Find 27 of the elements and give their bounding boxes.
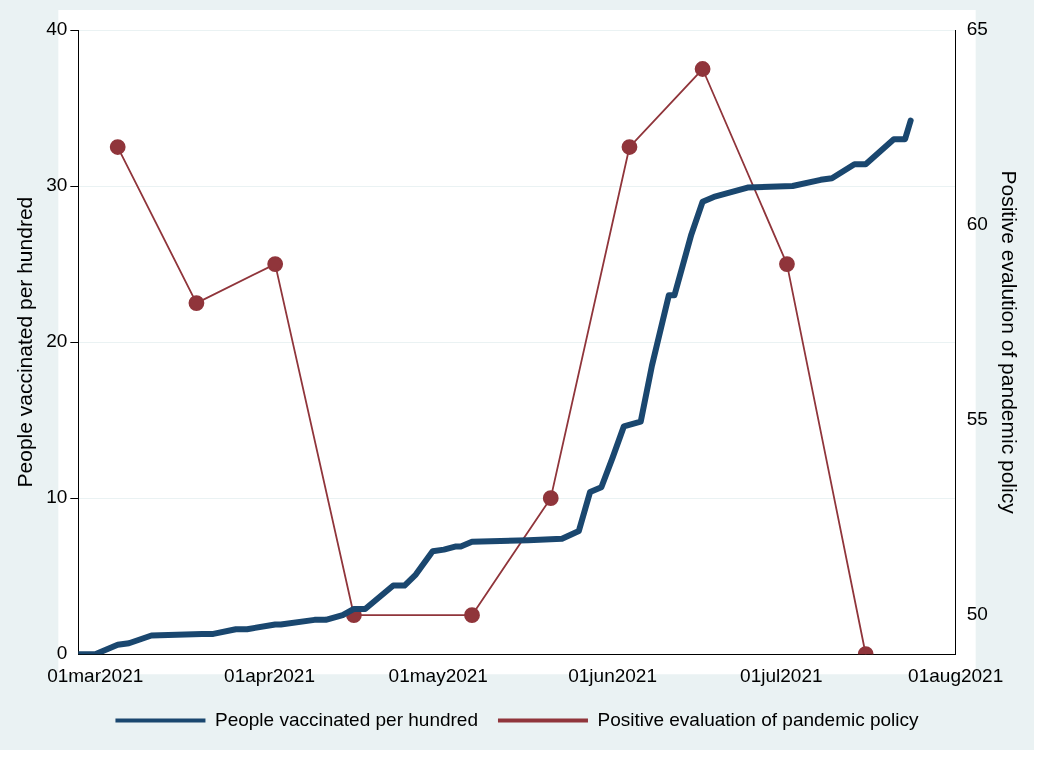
legend-label: Positive evaluation of pandemic policy — [597, 708, 920, 730]
y-axis-title: People vaccinated per hundred — [13, 196, 37, 488]
x-tick-label: 01jul2021 — [740, 664, 823, 686]
y-tick-label: 0 — [56, 642, 68, 664]
y2-axis-title: Positive evalution of pandemic policy — [997, 170, 1021, 515]
point — [779, 256, 795, 272]
point — [267, 256, 284, 272]
point — [621, 139, 638, 155]
y-tick-label: 30 — [46, 174, 68, 196]
point — [694, 61, 711, 77]
point — [464, 607, 480, 624]
y-tick-label: 10 — [46, 486, 68, 508]
y2-tick-label: 60 — [966, 213, 988, 235]
point — [542, 490, 559, 507]
x-tick-label: 01mar2021 — [47, 664, 144, 686]
legend-label: People vaccinated per hundred — [214, 708, 478, 730]
x-tick-label: 01jun2021 — [568, 664, 657, 686]
y-tick-label: 40 — [46, 18, 68, 40]
y2-tick-label: 55 — [966, 408, 988, 430]
point — [109, 139, 126, 155]
y2-tick-label: 50 — [966, 603, 988, 625]
x-tick-label: 01apr2021 — [224, 664, 315, 686]
point — [188, 295, 205, 311]
y2-tick-label: 65 — [966, 18, 988, 40]
x-tick-label: 01may2021 — [388, 664, 488, 686]
y-tick-label: 20 — [46, 330, 68, 352]
x-tick-label: 01aug2021 — [908, 664, 1004, 686]
